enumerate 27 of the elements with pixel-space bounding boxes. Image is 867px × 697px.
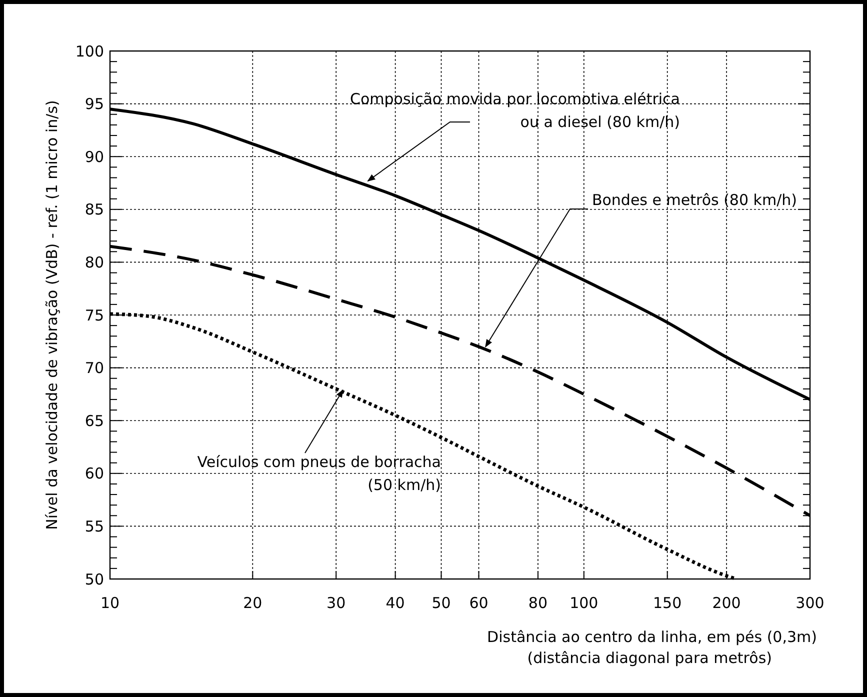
y-tick-label: 75 xyxy=(84,306,104,324)
y-tick-label: 65 xyxy=(84,412,104,430)
y-tick-label: 55 xyxy=(84,517,104,536)
x-tick-label: 300 xyxy=(796,594,824,612)
x-tick-label: 30 xyxy=(326,594,346,612)
x-tick-label: 60 xyxy=(469,594,488,612)
x-tick-label: 80 xyxy=(528,594,548,612)
x-tick-label: 100 xyxy=(570,594,598,612)
y-tick-label: 85 xyxy=(84,200,104,219)
y-tick-label: 90 xyxy=(84,148,104,166)
annotation: Veículos com pneus de borracha (50 km/h) xyxy=(197,453,441,494)
y-tick-label: 50 xyxy=(84,570,104,588)
x-tick-label: 150 xyxy=(653,594,682,612)
x-tick-label: 10 xyxy=(100,594,120,612)
y-tick-label: 80 xyxy=(84,253,104,272)
x-tick-label: 40 xyxy=(386,594,405,612)
x-axis-title: Distância ao centro da linha, em pés (0,3m) (distância diagonal para metrôs) xyxy=(487,628,817,667)
x-tick-label: 20 xyxy=(243,594,262,612)
annotation: Bondes e metrôs (80 km/h) xyxy=(592,191,797,209)
y-tick-label: 70 xyxy=(84,359,104,378)
y-tick-label: 95 xyxy=(84,95,104,114)
annotation: Composição movida por locomotiva elétrica ou a diesel (80 km/h) xyxy=(350,90,680,131)
y-axis-title: Nível da velocidade de vibração (VdB) - ref. (1 micro in/s) xyxy=(43,100,61,530)
x-tick-label: 200 xyxy=(712,594,741,612)
x-tick-label: 50 xyxy=(432,594,451,612)
y-tick-label: 100 xyxy=(75,42,104,60)
y-tick-label: 60 xyxy=(84,464,104,483)
